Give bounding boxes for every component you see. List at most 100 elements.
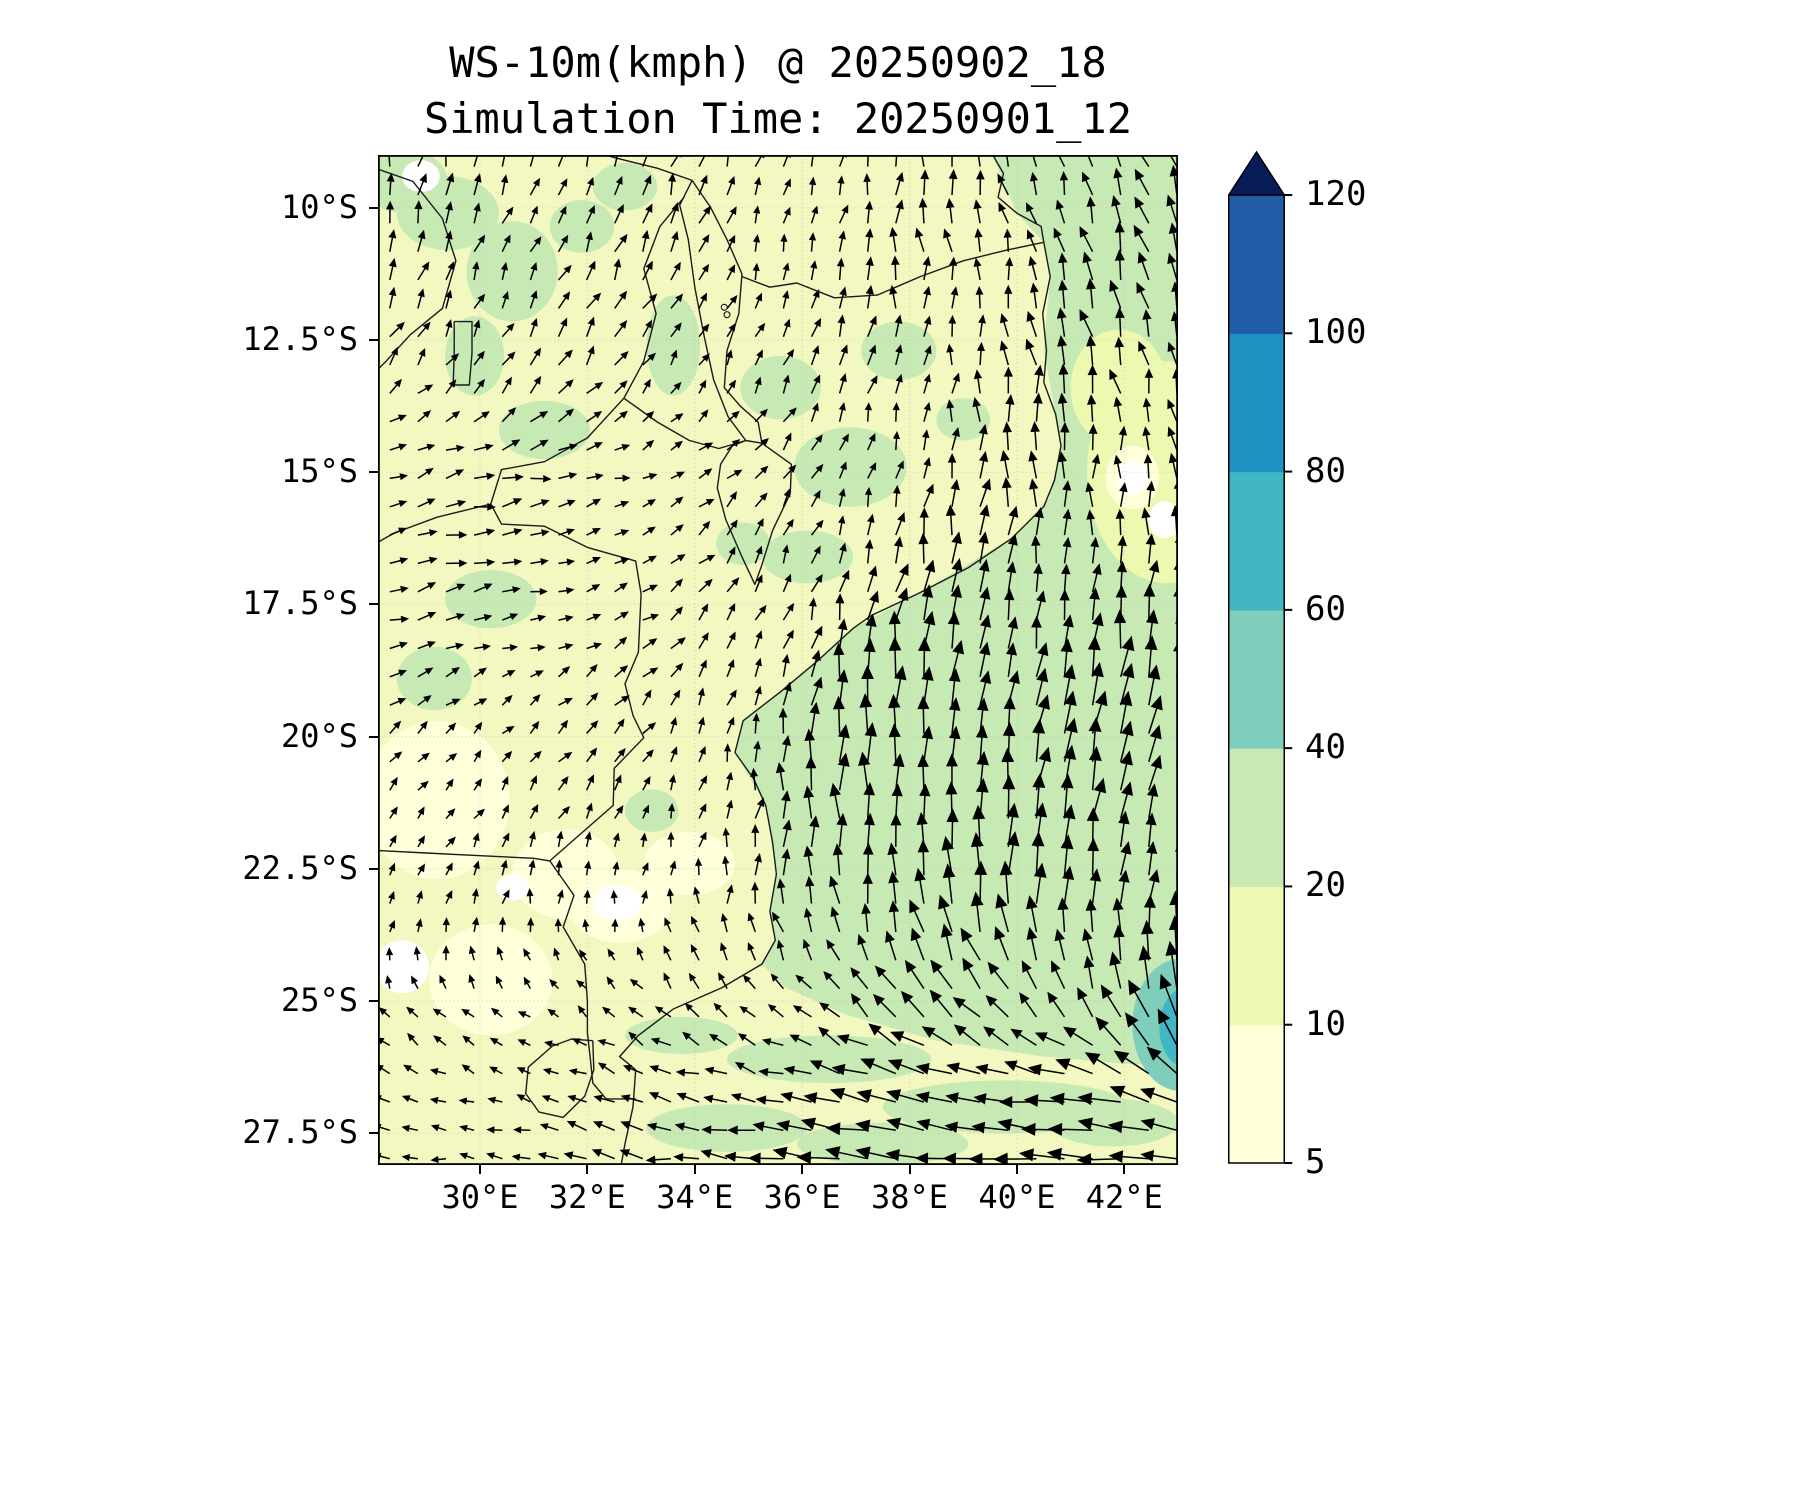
- wind-arrow-icon: [838, 488, 846, 507]
- x-tick-label: 40°E: [978, 1178, 1056, 1216]
- wind-arrow-icon: [389, 585, 409, 593]
- wind-arrow-icon: [1062, 480, 1072, 507]
- wind-arrow-icon: [916, 1118, 953, 1132]
- wind-arrow-icon: [974, 860, 988, 904]
- wind-arrow-icon: [585, 802, 593, 819]
- wind-arrow-icon: [669, 860, 677, 876]
- wind-arrow-icon: [1134, 196, 1150, 224]
- y-tick-mark: [369, 471, 378, 474]
- wind-arrow-icon: [458, 1097, 475, 1105]
- wind-arrow-icon: [445, 722, 457, 735]
- region-ocean-pale-2: [1070, 329, 1168, 446]
- wind-arrow-icon: [530, 614, 547, 622]
- wind-arrow-icon: [923, 483, 934, 508]
- wind-arrow-icon: [946, 808, 959, 847]
- wind-arrow-icon: [1082, 251, 1094, 281]
- wind-arrow-icon: [389, 346, 398, 366]
- region-land-green-13: [625, 789, 679, 832]
- wind-arrow-icon: [430, 1124, 447, 1132]
- wind-arrow-icon: [1119, 662, 1135, 706]
- wind-arrow-icon: [663, 972, 672, 989]
- wind-arrow-icon: [378, 1007, 391, 1018]
- x-tick-label: 34°E: [656, 1178, 734, 1216]
- wind-arrow-icon: [972, 396, 981, 422]
- wind-arrow-icon: [417, 467, 434, 480]
- region-land-green-12: [396, 646, 472, 711]
- wind-arrow-icon: [863, 781, 876, 819]
- wind-arrow-icon: [554, 918, 562, 932]
- wind-arrow-icon: [567, 1094, 587, 1103]
- wind-arrow-icon: [836, 257, 845, 281]
- wind-arrow-icon: [417, 321, 431, 338]
- wind-arrow-icon: [857, 933, 869, 961]
- wind-arrow-icon: [782, 432, 792, 451]
- wind-arrow-icon: [1032, 773, 1046, 819]
- wind-arrow-icon: [529, 375, 542, 394]
- border-line-1: [603, 155, 693, 182]
- wind-arrow-icon: [620, 1094, 644, 1103]
- wind-arrow-icon: [754, 349, 763, 366]
- wind-arrow-icon: [836, 1034, 868, 1047]
- wind-arrow-icon: [1035, 667, 1049, 706]
- wind-arrow-icon: [978, 558, 990, 592]
- wind-arrow-icon: [670, 662, 684, 678]
- wind-arrow-icon: [445, 379, 457, 394]
- wind-arrow-icon: [1057, 897, 1069, 932]
- wind-arrow-icon: [417, 835, 426, 848]
- wind-arrow-icon: [803, 1092, 840, 1104]
- wind-arrow-icon: [670, 746, 678, 763]
- wind-arrow-icon: [614, 500, 630, 508]
- wind-arrow-icon: [782, 206, 791, 224]
- wind-arrow-icon: [979, 614, 991, 649]
- wind-arrow-icon: [792, 1005, 812, 1018]
- y-tick-mark: [369, 206, 378, 209]
- wind-arrow-icon: [502, 644, 519, 652]
- colorbar-tick-label: 20: [1305, 865, 1346, 906]
- wind-arrow-icon: [921, 666, 934, 706]
- wind-arrow-icon: [979, 451, 989, 479]
- wind-arrow-icon: [977, 155, 981, 167]
- wind-arrow-icon: [1061, 563, 1071, 592]
- wind-arrow-icon: [586, 584, 601, 593]
- wind-arrow-icon: [670, 689, 681, 706]
- wind-arrow-icon: [1007, 505, 1019, 536]
- wind-arrow-icon: [1159, 973, 1178, 1018]
- wind-arrow-icon: [500, 174, 509, 196]
- wind-arrow-icon: [614, 636, 628, 650]
- wind-arrow-icon: [529, 804, 539, 819]
- wind-arrow-icon: [722, 827, 730, 847]
- region-land-green-4: [445, 316, 505, 396]
- wind-arrow-icon: [585, 205, 595, 224]
- wind-arrow-icon: [642, 667, 659, 678]
- wind-arrow-icon: [401, 1153, 419, 1162]
- wind-arrow-icon: [445, 531, 468, 539]
- wind-arrow-icon: [867, 433, 876, 451]
- wind-arrow-icon: [1108, 1150, 1149, 1164]
- wind-arrow-icon: [1079, 226, 1094, 253]
- wind-arrow-icon: [614, 557, 630, 565]
- wind-arrow-icon: [650, 1037, 672, 1047]
- wind-arrow-icon: [778, 707, 788, 734]
- wind-arrow-icon: [770, 973, 784, 990]
- wind-arrow-icon: [734, 1062, 756, 1075]
- wind-arrow-icon: [917, 695, 930, 734]
- wind-arrow-icon: [704, 1066, 728, 1075]
- wind-arrow-icon: [726, 295, 738, 309]
- wind-arrow-icon: [445, 230, 453, 252]
- wind-arrow-icon: [442, 945, 450, 961]
- wind-arrow-icon: [445, 469, 465, 480]
- wind-arrow-icon: [541, 1095, 559, 1103]
- wind-arrow-icon: [642, 749, 654, 763]
- wind-arrow-icon: [698, 323, 710, 338]
- wind-arrow-icon: [1119, 781, 1134, 819]
- wind-arrow-icon: [805, 875, 815, 904]
- wind-arrow-icon: [1007, 533, 1018, 564]
- wind-arrow-icon: [614, 529, 630, 537]
- wind-arrow-icon: [670, 716, 678, 734]
- colorbar-segment-1: [1228, 886, 1285, 1026]
- plot-title: WS-10m(kmph) @ 20250902_18: [449, 38, 1107, 87]
- wind-arrow-icon: [585, 774, 594, 791]
- wind-arrow-icon: [1142, 309, 1152, 337]
- wind-arrow-icon: [1114, 336, 1125, 366]
- wind-arrow-icon: [976, 697, 989, 734]
